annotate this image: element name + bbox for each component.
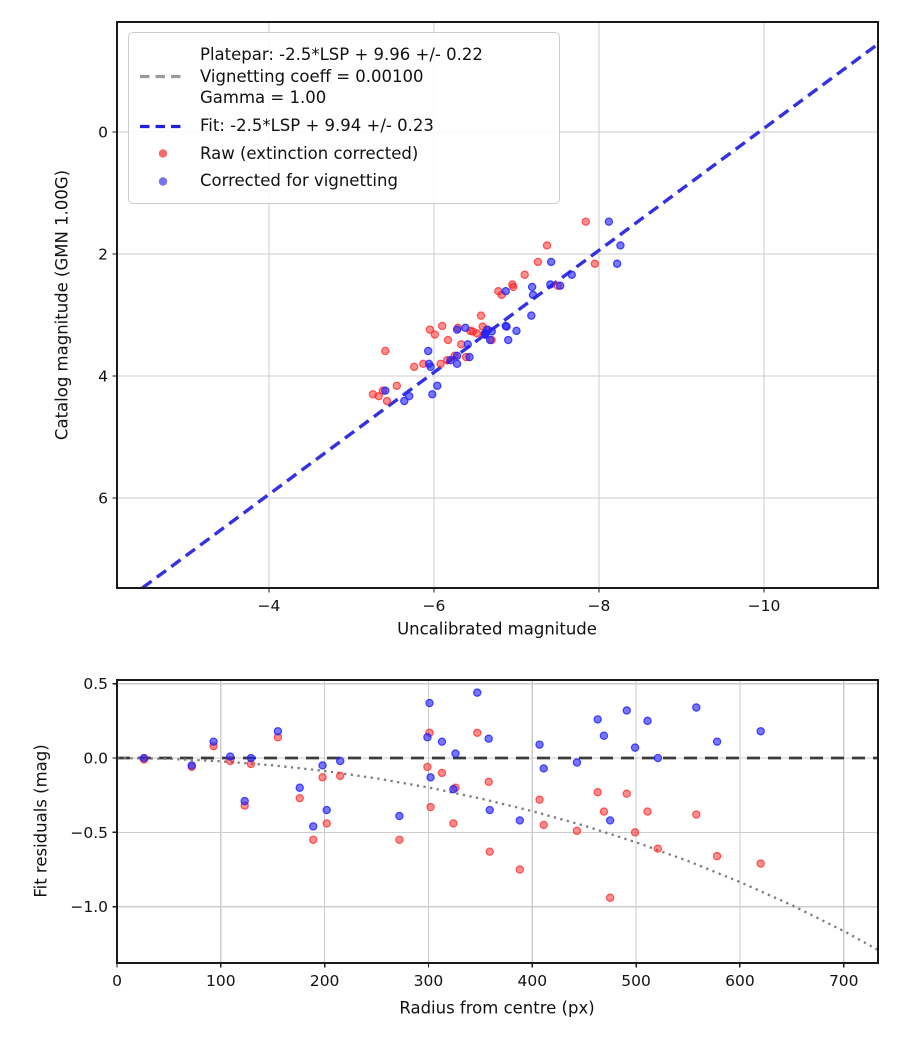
platepar-line-3: Gamma = 1.00: [200, 88, 327, 108]
x-tick-label: 300: [414, 972, 444, 990]
vignetting-corrected-points: [139, 688, 765, 831]
raw-dot-sample: [139, 143, 187, 163]
legend-entry-corrected-label: Corrected for vignetting: [200, 171, 398, 191]
y-tick-label: 6: [98, 490, 108, 508]
axes-frame: [116, 679, 879, 964]
y-tick-label: 0: [98, 123, 108, 141]
x-tick-label: −8: [588, 597, 611, 615]
top-y-axis-label: Catalog magnitude (GMN 1.00G): [52, 169, 72, 441]
subplot-0: −4 −6 −8 −10 0 2 4 6: [98, 21, 880, 615]
x-tick-label: 100: [206, 972, 236, 990]
y-tick-label: 0.0: [83, 750, 108, 768]
x-tick-label: 500: [621, 972, 651, 990]
vignetting-corrected-points: [381, 217, 625, 406]
raw-points: [368, 217, 600, 406]
fit-dashed-line-sample: [139, 116, 187, 136]
bottom-y-axis-label: Fit residuals (mag): [31, 744, 51, 898]
fit-line: [141, 42, 880, 590]
bottom-x-axis-label: Radius from centre (px): [399, 998, 595, 1018]
legend-entry-raw: Raw (extinction corrected): [139, 143, 549, 164]
legend-entry-fit: Fit: -2.5*LSP + 9.94 +/- 0.23: [139, 115, 549, 136]
x-tick-label: 700: [829, 972, 859, 990]
x-tick-label: 0: [112, 972, 122, 990]
y-ticks: 0.5 0.0 −0.5 −1.0: [70, 675, 117, 916]
legend-entry-platepar: Platepar: -2.5*LSP + 9.96 +/- 0.22 Vigne…: [139, 44, 549, 108]
grid: [116, 680, 878, 963]
platepar-line-2: Vignetting coeff = 0.00100: [200, 66, 424, 86]
y-ticks: 0 2 4 6: [98, 123, 117, 508]
y-tick-label: 0.5: [83, 675, 108, 693]
y-tick-label: −0.5: [70, 824, 108, 842]
legend-entry-platepar-label: Platepar: -2.5*LSP + 9.96 +/- 0.22 Vigne…: [200, 44, 483, 108]
x-tick-label: 200: [310, 972, 340, 990]
platepar-line-1: Platepar: -2.5*LSP + 9.96 +/- 0.22: [200, 45, 483, 65]
legend-entry-fit-label: Fit: -2.5*LSP + 9.94 +/- 0.23: [200, 115, 434, 135]
x-tick-label: 400: [517, 972, 547, 990]
legend: Platepar: -2.5*LSP + 9.96 +/- 0.22 Vigne…: [128, 32, 560, 204]
x-tick-label: −6: [423, 597, 446, 615]
corrected-dot-sample: [139, 171, 187, 191]
y-tick-label: 4: [98, 368, 108, 386]
vignetting-model-curve: [116, 756, 879, 951]
legend-entry-raw-label: Raw (extinction corrected): [200, 143, 419, 163]
y-tick-label: −1.0: [70, 898, 108, 916]
x-ticks: −4 −6 −8 −10: [258, 588, 781, 615]
platepar-dashed-line-sample: [139, 66, 187, 86]
subplot-1: 0 100 200 300 400 500 600 700 0.5 0.0 −0.5 −1.0: [70, 675, 879, 990]
x-tick-label: −4: [258, 597, 281, 615]
x-tick-label: −10: [748, 597, 781, 615]
x-tick-label: 600: [725, 972, 755, 990]
axes-frame: [116, 21, 879, 589]
legend-entry-corrected: Corrected for vignetting: [139, 170, 549, 191]
top-x-axis-label: Uncalibrated magnitude: [397, 619, 597, 639]
x-ticks: 0 100 200 300 400 500 600 700: [112, 963, 859, 990]
y-tick-label: 2: [98, 246, 108, 264]
